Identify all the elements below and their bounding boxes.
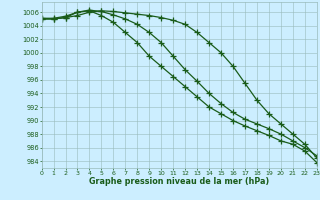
X-axis label: Graphe pression niveau de la mer (hPa): Graphe pression niveau de la mer (hPa) [89, 177, 269, 186]
